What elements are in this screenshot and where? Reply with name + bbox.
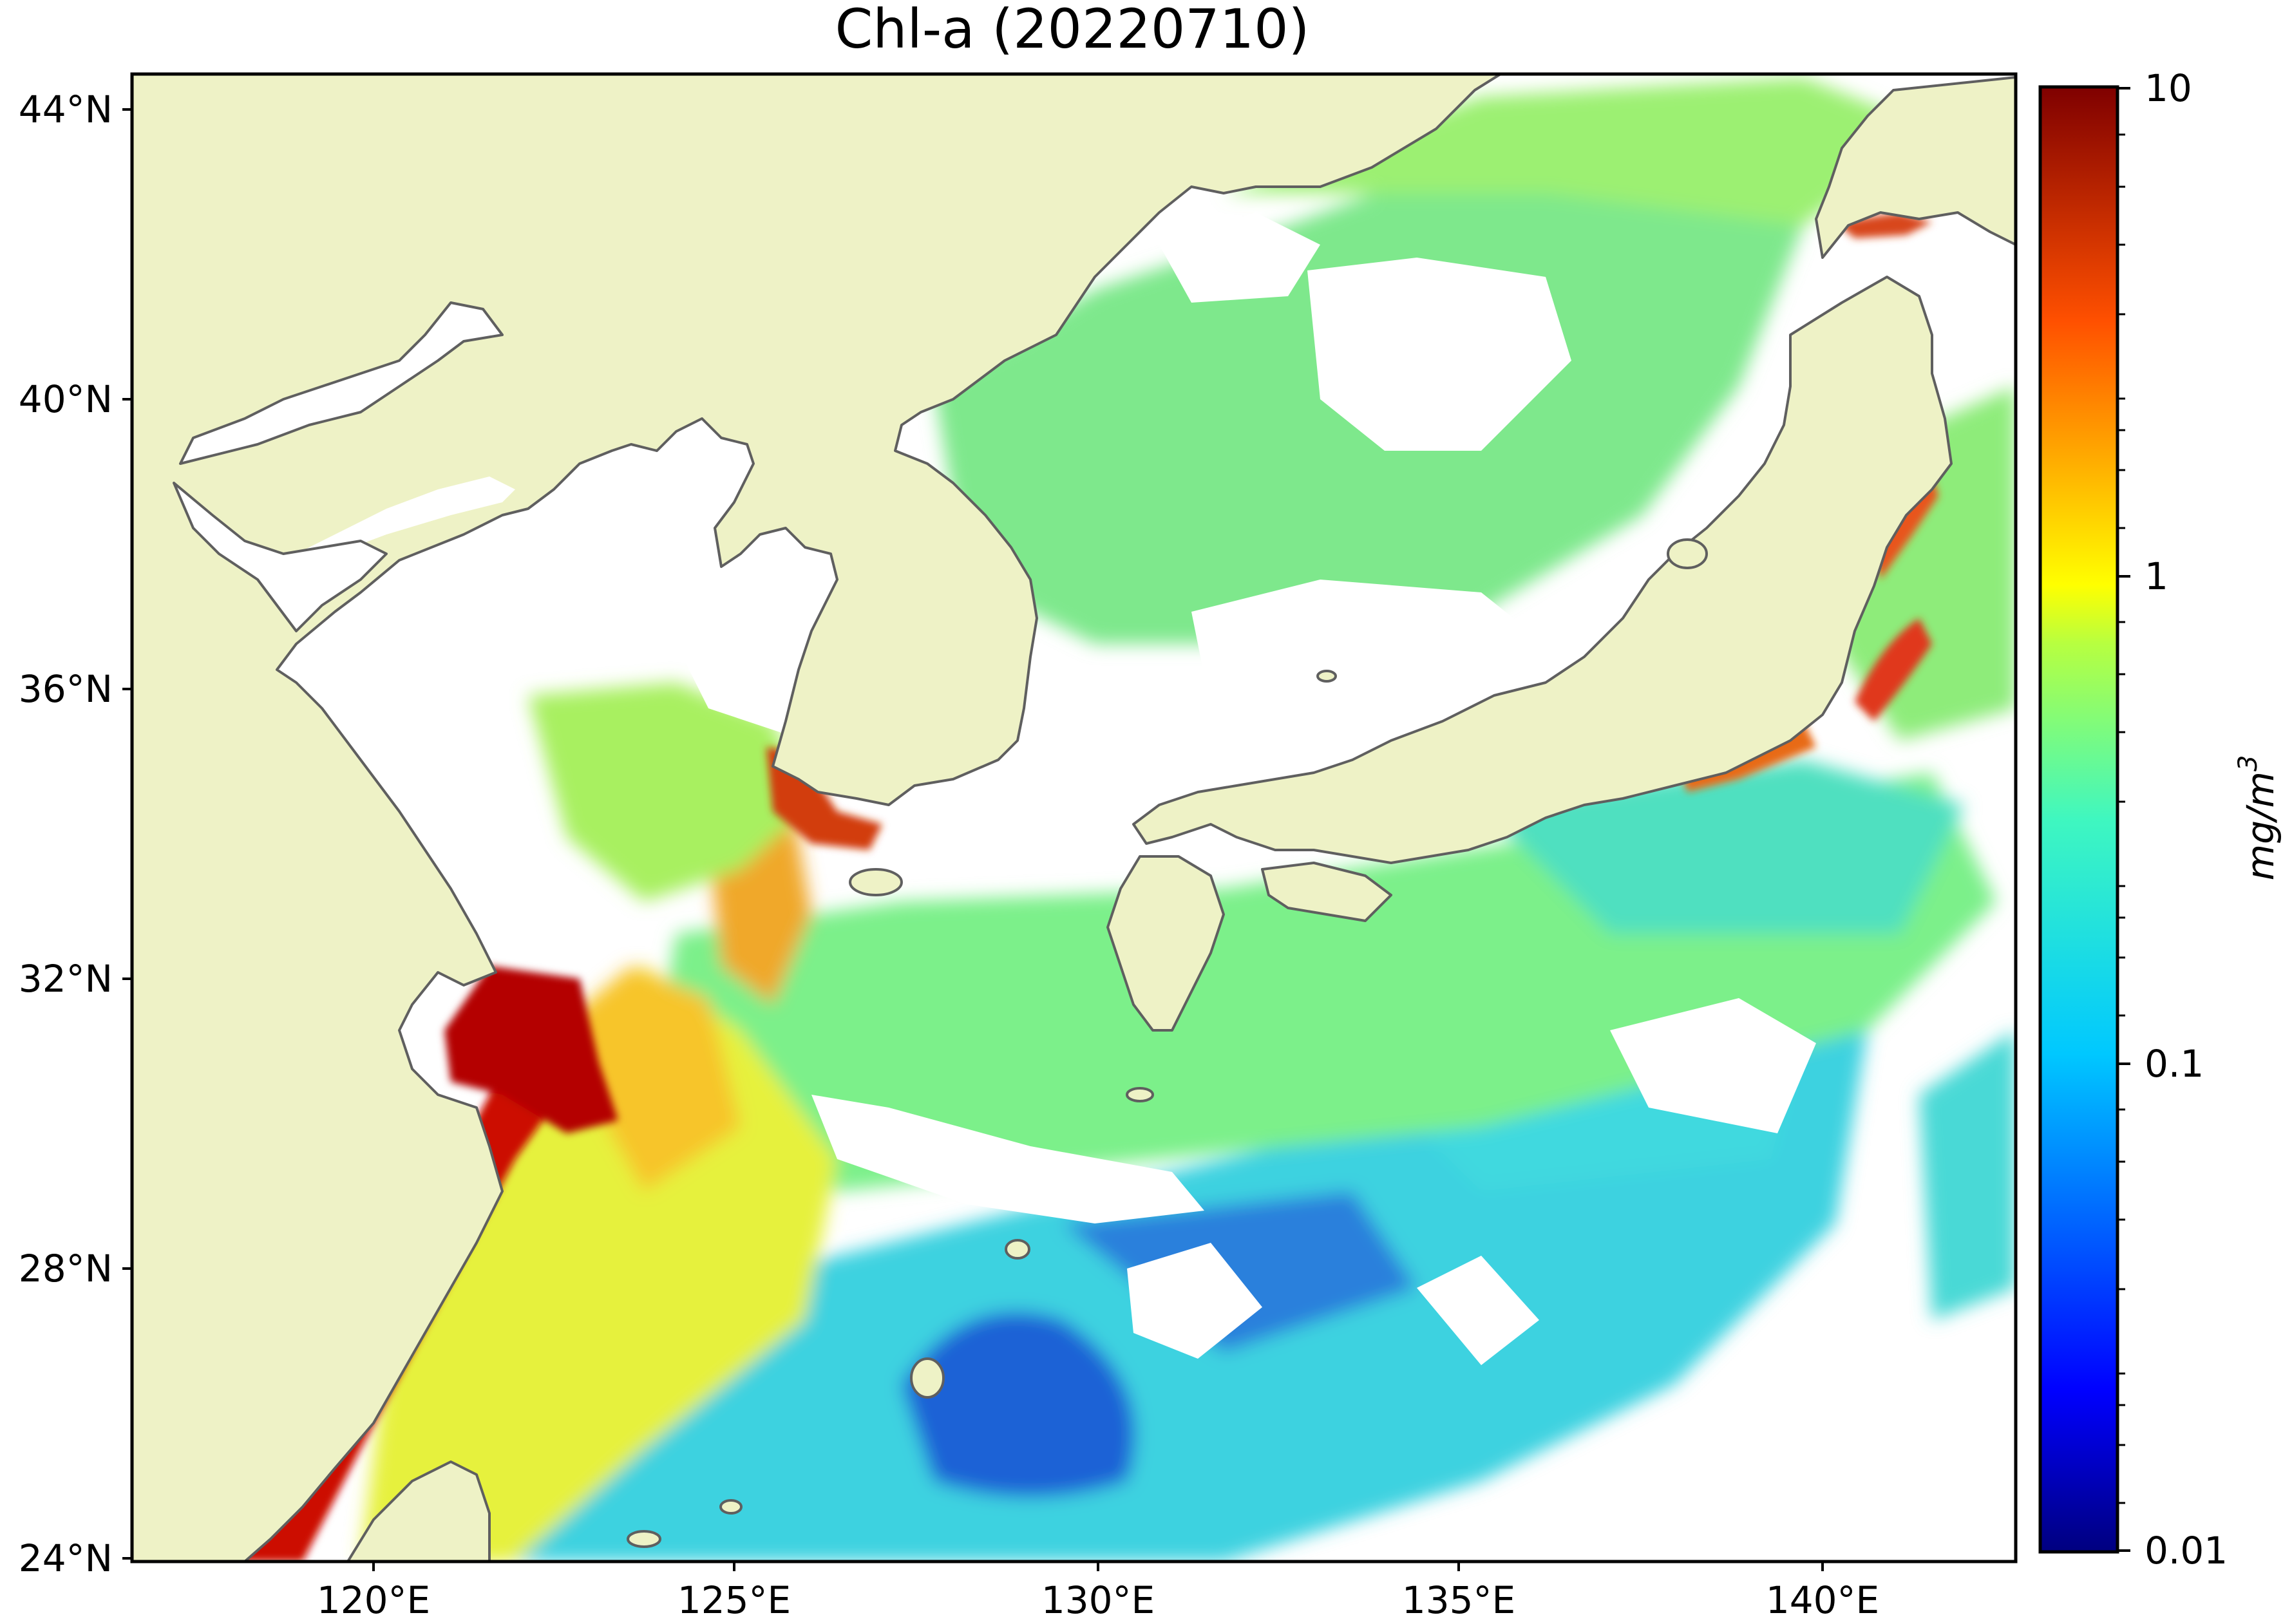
colorbar: 10 1 0.1 0.01 mg/m3 (2038, 66, 2282, 1572)
colorbar-label-10: 10 (2145, 66, 2192, 110)
colorbar-label-1: 1 (2145, 554, 2168, 598)
lat-tick-labels: 44°N 40°N 36°N 32°N 28°N 24°N (19, 88, 113, 1580)
lon-label-135: 135°E (1402, 1578, 1515, 1622)
honshu (1132, 276, 1953, 864)
colorbar-label-0.01: 0.01 (2145, 1529, 2228, 1572)
lat-label-32: 32°N (19, 957, 113, 1001)
land (132, 74, 2016, 1562)
lat-label-40: 40°N (19, 377, 113, 421)
colorbar-label-0.1: 0.1 (2145, 1042, 2204, 1086)
lat-label-28: 28°N (19, 1247, 113, 1290)
mainland-asia (132, 74, 1502, 1562)
colorbar-unit-label: mg/m3 (2233, 755, 2282, 881)
cloud-masks (676, 212, 1816, 1365)
lon-label-140: 140°E (1766, 1578, 1879, 1622)
lat-label-24: 24°N (19, 1536, 113, 1580)
lon-label-120: 120°E (317, 1578, 430, 1622)
kyushu (1106, 855, 1225, 1032)
lat-label-44: 44°N (19, 88, 113, 131)
map-title: Chl-a (20220710) (835, 0, 1310, 61)
colorbar-major-ticks (2117, 87, 2130, 1552)
colorbar-minor-ticks (2117, 133, 2125, 1504)
lon-label-125: 125°E (677, 1578, 791, 1622)
colorbar-frame (2038, 85, 2119, 1554)
map-frame (130, 72, 2018, 1563)
map-data-layer (132, 74, 2016, 1562)
lon-label-130: 130°E (1041, 1578, 1155, 1622)
lat-tick-marks (122, 108, 132, 1560)
colorbar-gradient (2040, 87, 2117, 1552)
lat-label-36: 36°N (19, 667, 113, 711)
shikoku (1261, 862, 1392, 922)
taiwan (346, 1460, 491, 1562)
hokkaido (1815, 76, 2016, 259)
lon-tick-marks (372, 1562, 1824, 1571)
lon-tick-labels: 120°E 125°E 130°E 135°E 140°E (317, 1578, 1879, 1622)
